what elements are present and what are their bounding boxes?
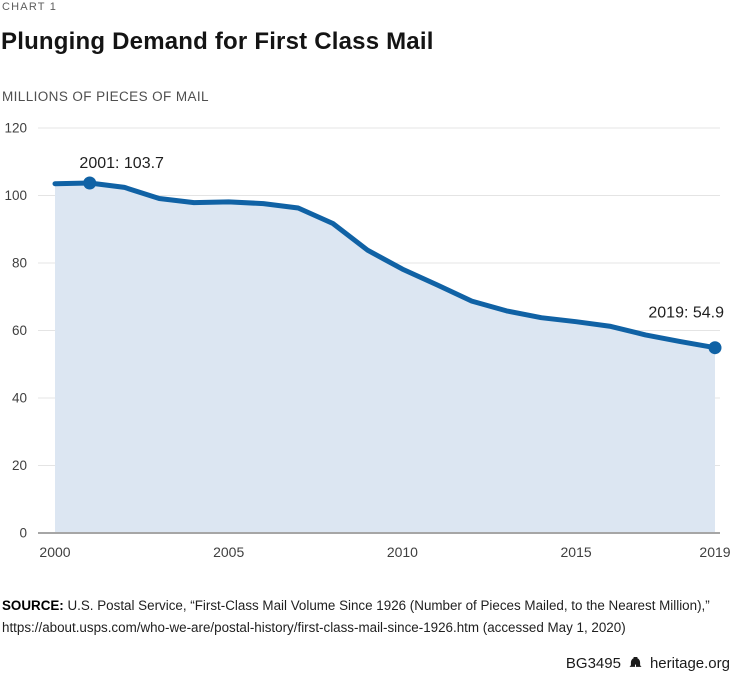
- y-tick-label: 60: [12, 323, 27, 338]
- line-chart: 0 20 40 60 80 100 120 2000 2005 2010 2015 2019 2001:…: [4, 121, 730, 561]
- liberty-bell-icon: [628, 656, 643, 671]
- y-tick-label: 20: [12, 458, 27, 473]
- y-tick-label: 100: [4, 188, 27, 203]
- page-title: Plunging Demand for First Class Mail: [1, 28, 434, 55]
- x-tick-label: 2019: [699, 544, 730, 560]
- x-tick-label: 2000: [39, 544, 70, 560]
- site-url: heritage.org: [649, 655, 730, 672]
- y-tick-label: 40: [12, 391, 27, 406]
- data-point-dot: [708, 341, 722, 355]
- area-fill: [55, 183, 715, 533]
- source-text: U.S. Postal Service, “First-Class Mail V…: [67, 598, 710, 613]
- source-line-2: https://about.usps.com/who-we-are/postal…: [2, 620, 626, 635]
- x-tick-label: 2010: [387, 544, 418, 560]
- y-tick-label: 120: [4, 121, 27, 136]
- y-tick-label: 80: [12, 256, 27, 271]
- chart-kicker: CHART 1: [2, 1, 58, 13]
- source-line-1: SOURCE: U.S. Postal Service, “First-Clas…: [2, 595, 732, 617]
- y-tick-label: 0: [19, 526, 27, 541]
- trend-line: [52, 180, 718, 351]
- source-label: SOURCE:: [2, 598, 64, 613]
- x-tick-label: 2015: [561, 544, 592, 560]
- report-id: BG3495: [565, 655, 621, 672]
- x-tick-label: 2005: [213, 544, 244, 560]
- units-label: MILLIONS OF PIECES OF MAIL: [2, 89, 209, 104]
- footer: BG3495 heritage.org: [566, 655, 730, 672]
- data-point-dot: [83, 176, 97, 190]
- annotation-label: 2001: 103.7: [79, 155, 164, 172]
- source-note: SOURCE: U.S. Postal Service, “First-Clas…: [2, 595, 732, 639]
- annotation-label: 2019: 54.9: [648, 305, 724, 322]
